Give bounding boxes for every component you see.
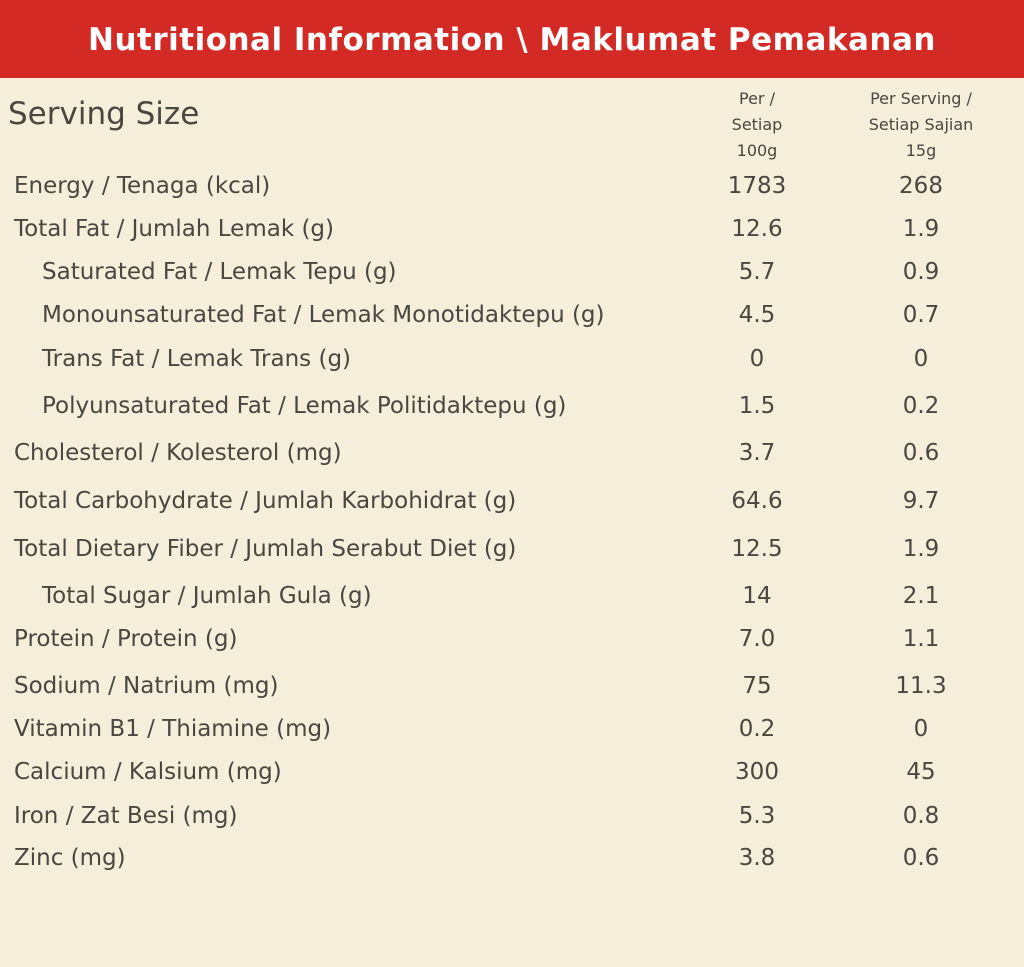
- row-label: Total Fat / Jumlah Lemak (g): [14, 216, 335, 242]
- column-header: Per Serving /: [870, 89, 972, 108]
- per-100g-value: 12.6: [731, 216, 783, 242]
- per-serving-value: 0.9: [902, 259, 940, 285]
- per-serving-value: 1.9: [902, 216, 940, 242]
- row-label: Cholesterol / Kolesterol (mg): [14, 440, 342, 466]
- title-banner: [0, 0, 1024, 78]
- title: Nutritional Information \ Maklumat Pemak…: [88, 22, 936, 58]
- per-100g-value: 0: [749, 346, 765, 372]
- row-label: Energy / Tenaga (kcal): [14, 173, 271, 199]
- row-label: Trans Fat / Lemak Trans (g): [42, 346, 352, 372]
- per-serving-value: 0.2: [902, 393, 940, 419]
- per-100g-value: 1783: [727, 173, 787, 199]
- per-serving-value: 1.9: [902, 536, 940, 562]
- per-100g-value: 4.5: [738, 302, 776, 328]
- column-header: Setiap Sajian: [868, 115, 974, 134]
- per-serving-value: 0.8: [902, 803, 940, 829]
- per-100g-value: 7.0: [738, 626, 776, 652]
- column-header: Setiap: [731, 115, 783, 134]
- serving-size-label: Serving Size: [8, 96, 200, 132]
- per-serving-value: 0: [913, 346, 929, 372]
- per-serving-value: 0.6: [902, 440, 940, 466]
- per-100g-value: 3.8: [738, 845, 776, 871]
- per-serving-value: 268: [899, 173, 943, 199]
- column-header: Per /: [739, 89, 775, 108]
- column-header: 100g: [736, 141, 778, 160]
- row-label: Total Dietary Fiber / Jumlah Serabut Die…: [14, 536, 517, 562]
- row-label: Polyunsaturated Fat / Lemak Politidaktep…: [42, 393, 567, 419]
- per-100g-value: 5.7: [738, 259, 776, 285]
- row-label: Monounsaturated Fat / Lemak Monotidaktep…: [42, 302, 605, 328]
- row-label: Sodium / Natrium (mg): [14, 673, 279, 699]
- per-serving-value: 0: [913, 716, 929, 742]
- per-serving-value: 0.7: [902, 302, 940, 328]
- row-label: Saturated Fat / Lemak Tepu (g): [42, 259, 397, 285]
- per-100g-value: 64.6: [731, 488, 783, 514]
- per-serving-value: 9.7: [902, 488, 940, 514]
- column-header: 15g: [905, 141, 937, 160]
- per-serving-value: 45: [906, 759, 936, 785]
- row-label: Protein / Protein (g): [14, 626, 238, 652]
- per-100g-value: 12.5: [731, 536, 783, 562]
- per-serving-value: 0.6: [902, 845, 940, 871]
- per-100g-value: 300: [735, 759, 779, 785]
- per-100g-value: 14: [742, 583, 772, 609]
- row-label: Total Sugar / Jumlah Gula (g): [42, 583, 372, 609]
- per-100g-value: 75: [742, 673, 772, 699]
- per-100g-value: 3.7: [738, 440, 776, 466]
- per-serving-value: 11.3: [895, 673, 947, 699]
- per-serving-value: 2.1: [902, 583, 940, 609]
- row-label: Zinc (mg): [14, 845, 126, 871]
- per-100g-value: 1.5: [738, 393, 776, 419]
- per-serving-value: 1.1: [902, 626, 940, 652]
- row-label: Vitamin B1 / Thiamine (mg): [14, 716, 332, 742]
- per-100g-value: 5.3: [738, 803, 776, 829]
- per-100g-value: 0.2: [738, 716, 776, 742]
- row-label: Iron / Zat Besi (mg): [14, 803, 238, 829]
- row-label: Total Carbohydrate / Jumlah Karbohidrat …: [14, 488, 517, 514]
- row-label: Calcium / Kalsium (mg): [14, 759, 282, 785]
